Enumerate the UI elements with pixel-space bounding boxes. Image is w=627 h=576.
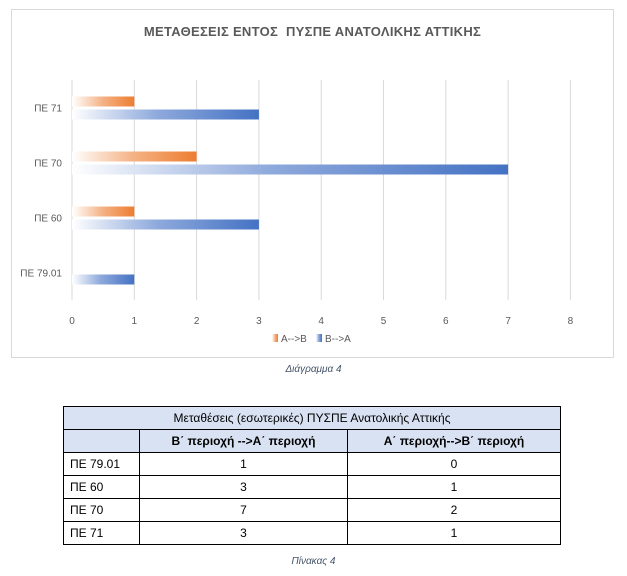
data-table: Μεταθέσεις (εσωτερικές) ΠΥΣΠΕ Ανατολικής… xyxy=(63,406,561,545)
legend-swatch xyxy=(272,334,278,342)
cell-a-to-b: 0 xyxy=(347,452,561,476)
row-label: ΠΕ 60 xyxy=(63,475,140,499)
table-header-empty xyxy=(63,429,140,453)
x-tick-label: 5 xyxy=(381,316,387,327)
table-row: ΠΕ 79.01 1 0 xyxy=(63,452,561,476)
legend-label: Α-->Β xyxy=(281,334,307,345)
x-tick-label: 0 xyxy=(69,316,75,327)
chart-title: ΜΕΤΑΘΕΣΕΙΣ ΕΝΤΟΣ ΠΥΣΠΕ ΑΝΑΤΟΛΙΚΗΣ ΑΤΤΙΚΗ… xyxy=(143,24,482,39)
bar-chart: 0 1 2 3 4 5 6 7 8 ΠΕ 79.01 ΠΕ 60 ΠΕ 70 ΠΕ 71 Α-->Β Β--… xyxy=(20,80,574,345)
row-label: ΠΕ 79.01 xyxy=(63,452,140,476)
row-label: ΠΕ 70 xyxy=(63,498,140,522)
cell-b-to-a: 3 xyxy=(139,521,348,545)
bar-a-to-b xyxy=(72,151,197,162)
y-category-label: ΠΕ 79.01 xyxy=(20,269,62,280)
x-tick-label: 4 xyxy=(318,316,324,327)
row-label: ΠΕ 71 xyxy=(63,521,140,545)
y-category-label: ΠΕ 70 xyxy=(34,159,62,170)
cell-b-to-a: 1 xyxy=(139,452,348,476)
bar-b-to-a xyxy=(72,219,259,230)
x-tick-label: 1 xyxy=(132,316,138,327)
x-tick-label: 8 xyxy=(568,316,574,327)
table-header-a-to-b: Α΄ περιοχή-->Β΄ περιοχή xyxy=(347,429,561,453)
table-title: Μεταθέσεις (εσωτερικές) ΠΥΣΠΕ Ανατολικής… xyxy=(63,406,561,430)
table-row: ΠΕ 70 7 2 xyxy=(63,498,561,522)
x-tick-label: 3 xyxy=(256,316,262,327)
legend-swatch xyxy=(316,334,322,342)
table-header-b-to-a: Β΄ περιοχή -->Α΄ περιοχή xyxy=(139,429,348,453)
bar-a-to-b xyxy=(72,206,135,217)
chart-caption: Διάγραμμα 4 xyxy=(285,364,342,375)
y-category-label: ΠΕ 71 xyxy=(34,104,62,115)
table-row: ΠΕ 71 3 1 xyxy=(63,521,561,545)
cell-a-to-b: 1 xyxy=(347,521,561,545)
table-caption: Πίνακας 4 xyxy=(291,556,336,567)
x-tick-label: 2 xyxy=(194,316,200,327)
bar-b-to-a xyxy=(72,274,135,285)
legend-label: Β-->Α xyxy=(325,334,351,345)
cell-a-to-b: 1 xyxy=(347,475,561,499)
table-row: ΠΕ 60 3 1 xyxy=(63,475,561,499)
x-tick-label: 7 xyxy=(505,316,511,327)
cell-a-to-b: 2 xyxy=(347,498,561,522)
bar-a-to-b xyxy=(72,96,135,107)
cell-b-to-a: 3 xyxy=(139,475,348,499)
x-tick-label: 6 xyxy=(443,316,449,327)
bar-b-to-a xyxy=(72,164,509,175)
bar-b-to-a xyxy=(72,109,259,120)
chart-frame: ΜΕΤΑΘΕΣΕΙΣ ΕΝΤΟΣ ΠΥΣΠΕ ΑΝΑΤΟΛΙΚΗΣ ΑΤΤΙΚΗ… xyxy=(11,9,614,358)
y-category-label: ΠΕ 60 xyxy=(34,214,62,225)
cell-b-to-a: 7 xyxy=(139,498,348,522)
